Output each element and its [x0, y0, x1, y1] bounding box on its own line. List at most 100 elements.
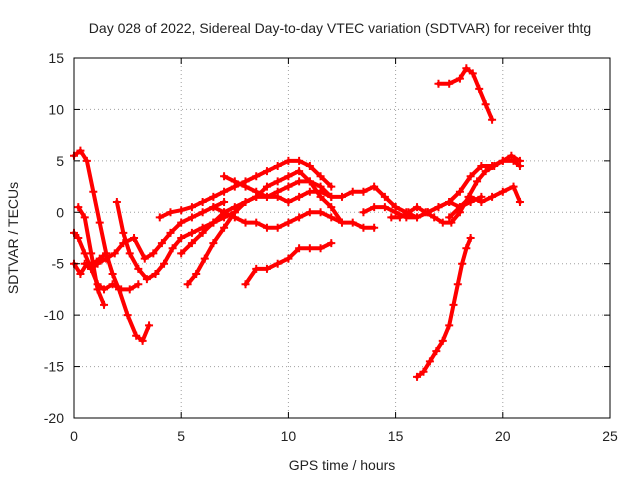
- series-line: [415, 236, 473, 379]
- data-point: [295, 244, 304, 253]
- data-point: [481, 100, 490, 109]
- data-point: [140, 254, 149, 263]
- data-point: [338, 218, 346, 227]
- data-point: [284, 198, 293, 206]
- data-point: [466, 172, 475, 181]
- data-point: [177, 249, 186, 258]
- grid-layer: [74, 58, 610, 418]
- data-point: [395, 213, 404, 222]
- y-tick-label: 0: [56, 204, 64, 220]
- data-point: [462, 244, 471, 253]
- data-point: [432, 347, 441, 356]
- data-series-s18: [413, 234, 475, 381]
- data-series-s12: [241, 239, 336, 289]
- data-point: [262, 167, 271, 176]
- x-tick-label: 15: [388, 428, 404, 444]
- data-point: [434, 203, 443, 212]
- x-tick-label: 20: [495, 428, 511, 444]
- data-point: [316, 187, 325, 196]
- data-point: [177, 234, 186, 242]
- data-point: [359, 187, 368, 196]
- data-point: [252, 264, 261, 273]
- data-point: [74, 234, 83, 242]
- data-point: [155, 213, 164, 222]
- data-point: [370, 182, 379, 191]
- data-point: [187, 239, 196, 248]
- data-point: [108, 280, 117, 289]
- data-point: [110, 249, 119, 258]
- data-point: [241, 280, 250, 289]
- data-point: [125, 249, 134, 258]
- data-point: [138, 336, 147, 345]
- data-point: [187, 213, 196, 222]
- data-point: [327, 192, 336, 201]
- data-point: [445, 79, 454, 88]
- data-point: [273, 162, 282, 170]
- data-point: [445, 198, 454, 206]
- data-point: [475, 84, 484, 93]
- data-point: [108, 270, 117, 278]
- x-tick-label: 5: [177, 428, 185, 444]
- data-point: [80, 259, 89, 268]
- data-point: [488, 115, 497, 124]
- data-point: [273, 177, 282, 186]
- data-series-s8: [177, 167, 346, 258]
- data-point: [421, 208, 430, 217]
- chart-title: Day 028 of 2022, Sidereal Day-to-day VTE…: [89, 20, 591, 36]
- data-point: [413, 203, 422, 212]
- data-point: [473, 177, 482, 186]
- data-point: [241, 182, 250, 191]
- data-point: [481, 167, 490, 176]
- data-point: [74, 203, 83, 212]
- data-point: [434, 79, 443, 88]
- data-point: [123, 311, 132, 320]
- data-point: [87, 249, 96, 258]
- tick-layer: 0 5 10 15 20 25 -20 -15 -10 -5 0 5 10 15: [44, 50, 618, 444]
- data-point: [166, 228, 175, 237]
- y-tick-label: -5: [52, 256, 65, 272]
- data-point: [327, 182, 336, 191]
- data-point: [348, 218, 357, 227]
- data-point: [198, 198, 207, 206]
- x-tick-label: 25: [602, 428, 618, 444]
- series-line: [211, 205, 377, 230]
- data-point: [187, 228, 196, 237]
- data-point: [509, 182, 518, 191]
- data-point: [252, 172, 261, 181]
- data-point: [177, 206, 186, 215]
- series-line: [436, 66, 495, 122]
- data-point: [445, 213, 454, 222]
- data-series-s17: [434, 64, 497, 124]
- data-point: [252, 218, 261, 227]
- data-point: [370, 223, 379, 232]
- data-point: [316, 244, 325, 253]
- data-point: [445, 321, 454, 330]
- data-point: [198, 228, 207, 237]
- data-point: [498, 156, 507, 165]
- data-point: [119, 228, 128, 237]
- data-point: [327, 213, 336, 222]
- data-point: [209, 203, 218, 212]
- data-point: [438, 218, 447, 227]
- data-point: [295, 156, 304, 165]
- data-point: [453, 280, 462, 289]
- x-tick-label: 0: [70, 428, 78, 444]
- data-series-s1: [70, 146, 154, 345]
- data-point: [262, 223, 271, 232]
- data-point: [273, 259, 282, 268]
- data-point: [498, 187, 507, 196]
- data-point: [157, 239, 166, 248]
- data-point: [177, 218, 186, 227]
- series-line: [72, 230, 141, 292]
- data-point: [488, 192, 497, 201]
- data-point: [262, 182, 271, 191]
- y-tick-label: 10: [48, 101, 64, 117]
- data-point: [252, 187, 261, 196]
- data-series-s9: [183, 177, 336, 289]
- series-line: [179, 169, 344, 256]
- data-point: [220, 223, 229, 232]
- data-point: [387, 213, 396, 222]
- data-point: [220, 198, 229, 206]
- data-point: [166, 208, 175, 217]
- data-point: [295, 192, 304, 201]
